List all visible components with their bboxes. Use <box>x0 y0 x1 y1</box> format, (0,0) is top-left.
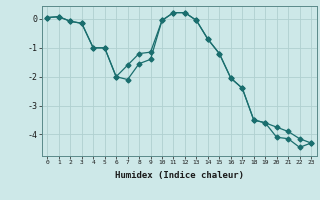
X-axis label: Humidex (Indice chaleur): Humidex (Indice chaleur) <box>115 171 244 180</box>
